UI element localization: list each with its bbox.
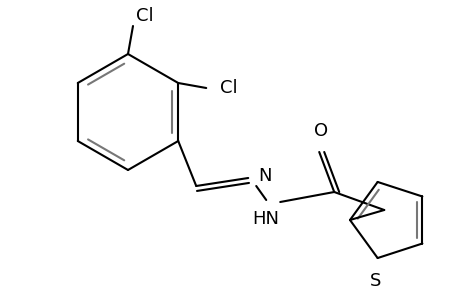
Text: S: S xyxy=(369,272,381,290)
Text: Cl: Cl xyxy=(136,7,153,25)
Text: O: O xyxy=(313,122,328,140)
Text: Cl: Cl xyxy=(220,79,237,97)
Text: N: N xyxy=(257,167,271,185)
Text: HN: HN xyxy=(252,210,279,228)
